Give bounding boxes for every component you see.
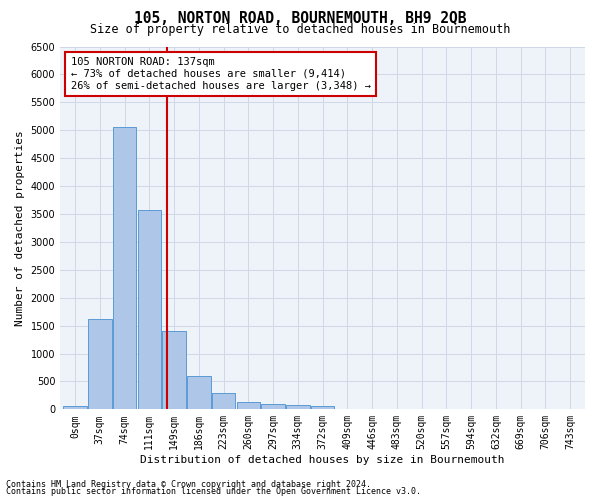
Text: Contains public sector information licensed under the Open Government Licence v3: Contains public sector information licen… bbox=[6, 487, 421, 496]
Text: 105 NORTON ROAD: 137sqm
← 73% of detached houses are smaller (9,414)
26% of semi: 105 NORTON ROAD: 137sqm ← 73% of detache… bbox=[71, 58, 371, 90]
X-axis label: Distribution of detached houses by size in Bournemouth: Distribution of detached houses by size … bbox=[140, 455, 505, 465]
Bar bbox=[63, 406, 87, 409]
Bar bbox=[113, 127, 136, 410]
Bar bbox=[236, 402, 260, 409]
Text: Size of property relative to detached houses in Bournemouth: Size of property relative to detached ho… bbox=[90, 22, 510, 36]
Bar bbox=[162, 331, 186, 409]
Text: 105, NORTON ROAD, BOURNEMOUTH, BH9 2QB: 105, NORTON ROAD, BOURNEMOUTH, BH9 2QB bbox=[134, 11, 466, 26]
Bar bbox=[137, 210, 161, 410]
Bar bbox=[286, 405, 310, 409]
Bar bbox=[212, 393, 235, 409]
Bar bbox=[311, 406, 334, 410]
Text: Contains HM Land Registry data © Crown copyright and database right 2024.: Contains HM Land Registry data © Crown c… bbox=[6, 480, 371, 489]
Y-axis label: Number of detached properties: Number of detached properties bbox=[15, 130, 25, 326]
Bar bbox=[187, 376, 211, 410]
Bar bbox=[88, 319, 112, 410]
Bar bbox=[262, 404, 285, 409]
